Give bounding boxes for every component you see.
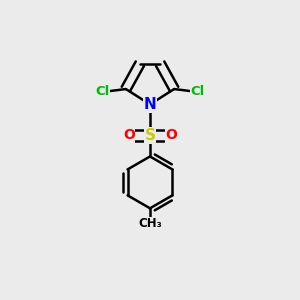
Text: N: N	[144, 97, 156, 112]
Text: O: O	[165, 128, 177, 142]
Text: Cl: Cl	[95, 85, 109, 98]
Text: O: O	[123, 128, 135, 142]
Text: Cl: Cl	[190, 85, 205, 98]
Text: CH₃: CH₃	[138, 217, 162, 230]
Text: S: S	[145, 128, 155, 143]
